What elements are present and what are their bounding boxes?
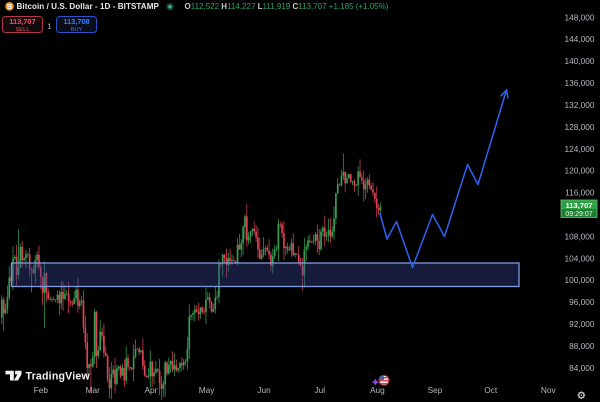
svg-text:BUY: BUY bbox=[71, 27, 83, 33]
svg-text:124,000: 124,000 bbox=[565, 144, 595, 154]
svg-text:113,707: 113,707 bbox=[9, 17, 35, 26]
svg-text:Nov: Nov bbox=[541, 385, 557, 395]
svg-text:TradingView: TradingView bbox=[26, 370, 91, 382]
svg-text:88,000: 88,000 bbox=[569, 341, 595, 351]
svg-text:84,000: 84,000 bbox=[569, 363, 595, 373]
svg-text:108,000: 108,000 bbox=[565, 231, 595, 241]
svg-text:Bitcoin / U.S. Dollar - 1D - B: Bitcoin / U.S. Dollar - 1D - BITSTAMP bbox=[17, 2, 160, 11]
svg-text:136,000: 136,000 bbox=[565, 78, 595, 88]
svg-text:104,000: 104,000 bbox=[565, 253, 595, 263]
svg-text:SELL: SELL bbox=[15, 27, 30, 33]
svg-text:113,707: 113,707 bbox=[565, 201, 592, 210]
svg-text:09:29:07: 09:29:07 bbox=[565, 211, 592, 218]
svg-text:Apr: Apr bbox=[144, 385, 157, 395]
svg-text:Feb: Feb bbox=[34, 385, 49, 395]
svg-text:O112,522 H114,227 L111,919 C11: O112,522 H114,227 L111,919 C113,707 +1,1… bbox=[185, 2, 389, 11]
svg-text:128,000: 128,000 bbox=[565, 122, 595, 132]
svg-text:Aug: Aug bbox=[370, 385, 385, 395]
svg-text:92,000: 92,000 bbox=[569, 319, 595, 329]
svg-text:Jul: Jul bbox=[314, 385, 325, 395]
svg-text:140,000: 140,000 bbox=[565, 56, 595, 66]
svg-text:Mar: Mar bbox=[86, 385, 101, 395]
svg-text:113,708: 113,708 bbox=[63, 17, 89, 26]
svg-text:148,000: 148,000 bbox=[565, 12, 595, 22]
svg-text:May: May bbox=[199, 385, 216, 395]
svg-text:Sep: Sep bbox=[428, 385, 443, 395]
svg-text:96,000: 96,000 bbox=[569, 297, 595, 307]
svg-text:1: 1 bbox=[48, 24, 52, 31]
svg-text:144,000: 144,000 bbox=[565, 34, 595, 44]
svg-text:120,000: 120,000 bbox=[565, 166, 595, 176]
svg-text:B: B bbox=[7, 2, 12, 11]
svg-text:Jun: Jun bbox=[257, 385, 271, 395]
svg-text:116,000: 116,000 bbox=[565, 188, 595, 198]
svg-text:100,000: 100,000 bbox=[565, 275, 595, 285]
svg-text:132,000: 132,000 bbox=[565, 100, 595, 110]
svg-text:Oct: Oct bbox=[484, 385, 498, 395]
